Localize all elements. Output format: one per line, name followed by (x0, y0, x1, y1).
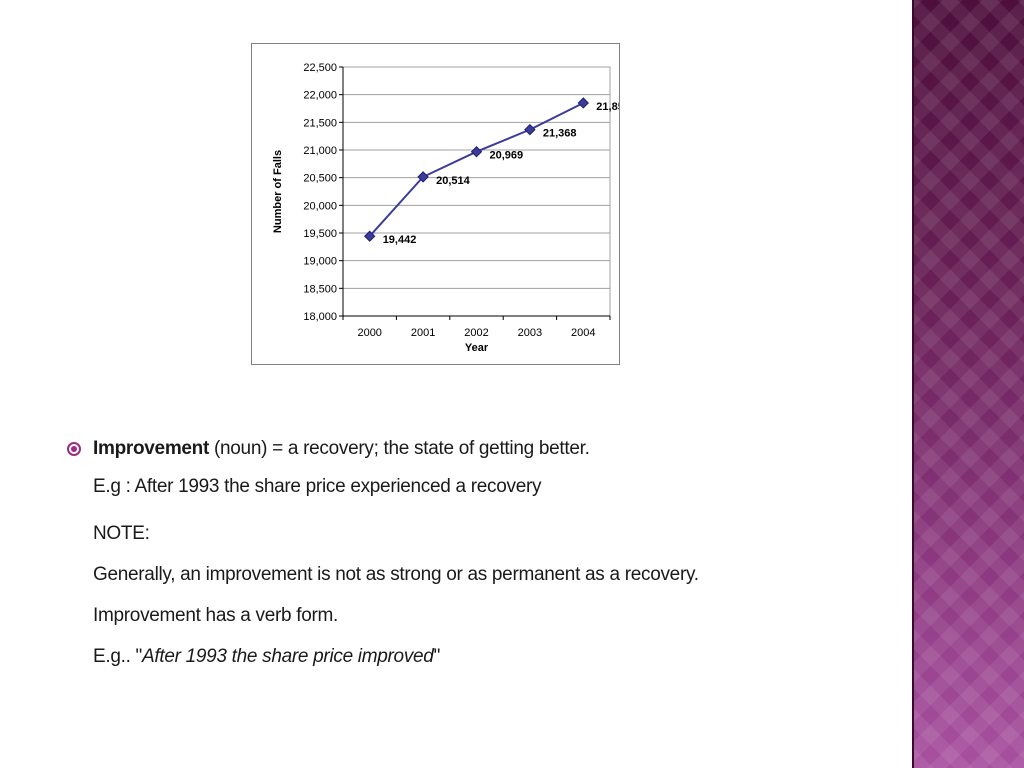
data-point (577, 97, 590, 109)
y-tick-label: 18,000 (303, 311, 337, 323)
x-tick-label: 2003 (518, 327, 542, 339)
example2-prefix: E.g.. " (93, 646, 142, 667)
data-label: 21,850 (596, 101, 619, 113)
y-tick-label: 19,000 (303, 256, 337, 268)
data-label: 20,514 (436, 175, 471, 187)
y-tick-label: 20,500 (303, 173, 337, 185)
y-tick-label: 21,500 (303, 117, 337, 129)
data-point (417, 171, 429, 183)
data-label: 21,368 (543, 128, 577, 140)
x-axis-title: Year (465, 342, 489, 354)
chart-canvas: 18,000 18,500 19,000 19,500 20,000 20,500 21,0… (272, 62, 619, 354)
definition-bullet: Improvement (noun) = a recovery; the sta… (65, 432, 895, 466)
plot-area (342, 66, 611, 317)
y-tick-label: 20,000 (303, 200, 337, 212)
note-line-1: Generally, an improvement is not as stro… (93, 564, 699, 585)
note-line-2: Improvement has a verb form. (93, 605, 339, 626)
x-tick-label: 2001 (411, 327, 435, 339)
slide-text: Improvement (noun) = a recovery; the sta… (65, 432, 895, 677)
note-heading: NOTE: (93, 523, 150, 544)
y-tick-label: 21,000 (303, 145, 337, 157)
x-tick-label: 2004 (571, 327, 595, 339)
y-tick-label: 19,500 (303, 228, 337, 240)
y-tick-label: 22,000 (303, 90, 337, 102)
falls-line-chart: 18,000 18,500 19,000 19,500 20,000 20,500 21,0… (251, 43, 620, 365)
data-label: 19,442 (383, 234, 417, 246)
x-tick-label: 2002 (464, 327, 488, 339)
term-definition: (noun) = a recovery; the state of gettin… (209, 438, 590, 459)
data-point (363, 230, 376, 242)
data-point (470, 146, 483, 158)
y-tick-label: 22,500 (303, 62, 337, 74)
y-axis-title: Number of Falls (272, 150, 284, 233)
data-point (524, 123, 536, 136)
example2-italic: After 1993 the share price improved (142, 646, 434, 667)
example-line: E.g : After 1993 the share price experie… (93, 476, 542, 497)
bullet-icon (67, 442, 81, 456)
decorative-side-band (912, 0, 1024, 768)
y-tick-label: 18,500 (303, 283, 337, 295)
example2-suffix: " (433, 646, 441, 667)
example-line-2: E.g.. "After 1993 the share price improv… (65, 636, 895, 677)
data-label: 20,969 (490, 150, 524, 162)
term-heading: Improvement (93, 438, 210, 459)
x-tick-label: 2000 (357, 327, 381, 339)
